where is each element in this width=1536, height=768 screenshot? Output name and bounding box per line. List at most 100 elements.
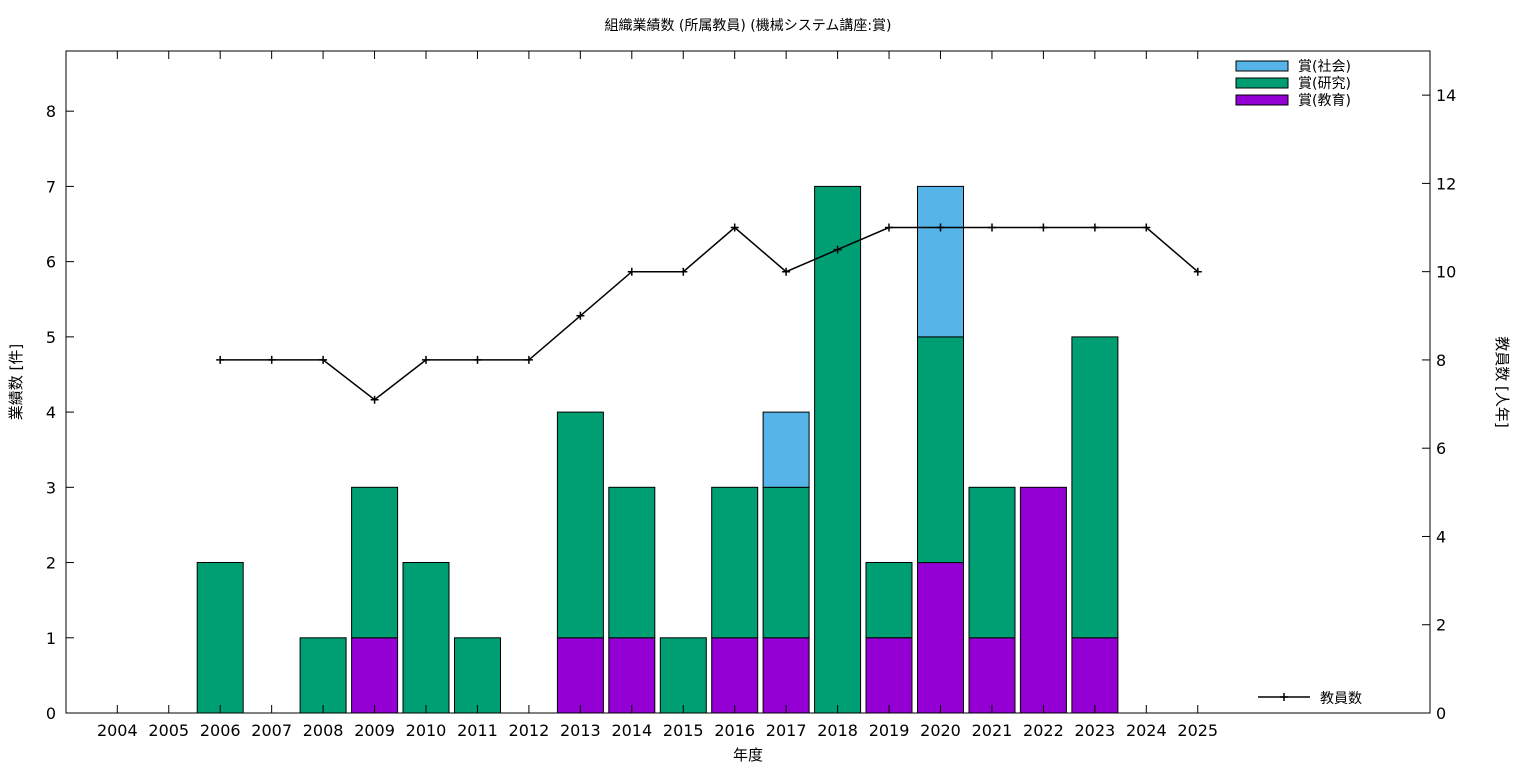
x-axis-title: 年度 <box>733 746 763 764</box>
y-tick-label: 3 <box>46 478 56 497</box>
x-tick-label: 2025 <box>1177 721 1218 740</box>
bar-segment <box>351 637 399 714</box>
bar-segment <box>1071 336 1119 639</box>
y2-axis-tick-labels: 0 2 4 6 8 10 12 14 <box>1436 86 1456 723</box>
bar-segment <box>968 637 1016 714</box>
y-tick-label: 2 <box>46 554 56 573</box>
y-tick-label: 5 <box>46 328 56 347</box>
staff-count-point <box>473 355 482 364</box>
bar-segment <box>608 486 656 639</box>
staff-count-point <box>422 355 430 364</box>
staff-count-point <box>885 223 893 232</box>
staff-count-point <box>782 267 791 276</box>
x-tick-label: 2008 <box>303 721 344 740</box>
x-tick-label: 2022 <box>1023 721 1064 740</box>
y2-tick-label: 4 <box>1436 527 1446 546</box>
staff-count-point <box>524 355 533 364</box>
staff-count-point <box>627 267 636 276</box>
legend-label: 賞(社会) <box>1298 59 1351 75</box>
bars <box>196 185 1119 714</box>
x-tick-label: 2009 <box>354 721 395 740</box>
bar-segment <box>556 637 604 714</box>
bar-segment <box>659 637 707 714</box>
bar-segment <box>968 486 1016 639</box>
bar-segment <box>1019 486 1067 714</box>
staff-count-point <box>1142 223 1151 232</box>
x-tick-label: 2015 <box>663 721 704 740</box>
staff-count-point <box>1090 223 1099 232</box>
bar-segment <box>917 185 964 338</box>
legend-label: 賞(研究) <box>1298 76 1351 92</box>
legend-swatch <box>1235 94 1289 106</box>
bar-segment <box>402 562 450 714</box>
bar-segment <box>351 486 399 639</box>
staff-count-point <box>1193 267 1202 276</box>
staff-count-point <box>833 245 842 254</box>
y-tick-label: 8 <box>46 102 56 121</box>
x-tick-label: 2024 <box>1126 721 1167 740</box>
staff-count-point <box>319 355 328 364</box>
staff-count-point <box>1039 223 1048 232</box>
x-tick-label: 2019 <box>869 721 910 740</box>
x-tick-label: 2018 <box>817 721 858 740</box>
y2-axis-title: 教員数 [人年] <box>1493 336 1511 427</box>
x-tick-label: 2006 <box>200 721 241 740</box>
staff-count-polyline <box>220 226 1199 401</box>
y2-tick-label: 2 <box>1436 616 1446 635</box>
legend: 賞(社会)賞(研究)賞(教育) 教員数 <box>1235 59 1362 707</box>
staff-count-point <box>576 311 585 320</box>
bar-segment <box>865 637 913 714</box>
y2-tick-label: 8 <box>1436 351 1446 370</box>
staff-count-point <box>679 267 688 276</box>
staff-count-point <box>267 355 276 364</box>
bar-segment <box>196 562 244 714</box>
x-tick-label: 2012 <box>509 721 550 740</box>
bar-segment <box>1071 637 1119 714</box>
y-tick-label: 7 <box>46 177 56 196</box>
y-tick-label: 1 <box>46 629 56 648</box>
bar-segment <box>814 185 862 714</box>
y-axis-tick-labels: 0 1 2 3 4 5 6 7 8 <box>46 102 56 723</box>
bar-segment <box>299 637 347 714</box>
y-axis-title: 業績数 [件] <box>7 344 25 420</box>
x-tick-label: 2010 <box>406 721 447 740</box>
x-tick-label: 2007 <box>251 721 292 740</box>
y2-tick-label: 6 <box>1436 439 1446 458</box>
bar-segment <box>762 411 810 488</box>
bar-segment <box>454 637 501 714</box>
x-axis-tick-labels: 2004 2005 2006 2007 2008 2009 2010 2011 2012 2013… <box>97 721 1218 740</box>
y-tick-label: 0 <box>46 704 56 723</box>
x-tick-label: 2005 <box>148 721 189 740</box>
staff-count-point <box>216 355 225 364</box>
staff-count-point <box>936 223 945 232</box>
x-tick-label: 2017 <box>766 721 807 740</box>
y2-tick-label: 10 <box>1436 263 1456 282</box>
y2-tick-label: 12 <box>1436 174 1456 193</box>
x-tick-label: 2011 <box>457 721 498 740</box>
bar-segment <box>608 637 656 714</box>
bar-segment <box>917 336 964 564</box>
bar-segment <box>711 637 759 714</box>
x-tick-label: 2013 <box>560 721 601 740</box>
plot-frame <box>65 50 1431 714</box>
x-tick-label: 2014 <box>611 721 652 740</box>
y2-tick-label: 0 <box>1436 704 1446 723</box>
staff-count-point <box>988 223 996 232</box>
bar-segment <box>762 486 810 639</box>
staff-count-line <box>216 223 1202 404</box>
y2-tick-label: 14 <box>1436 86 1456 105</box>
legend-swatch <box>1235 77 1289 89</box>
y-tick-label: 6 <box>46 253 56 272</box>
legend-line-marker <box>1280 693 1288 701</box>
bar-segment <box>556 411 604 639</box>
x-tick-label: 2020 <box>920 721 961 740</box>
bar-segment <box>762 637 810 714</box>
bar-segment <box>917 562 964 714</box>
staff-count-point <box>370 395 379 404</box>
x-tick-label: 2023 <box>1074 721 1115 740</box>
staff-count-point <box>730 223 739 232</box>
legend-label: 賞(教育) <box>1298 93 1351 109</box>
bar-segment <box>711 486 759 639</box>
y-tick-label: 4 <box>46 403 56 422</box>
